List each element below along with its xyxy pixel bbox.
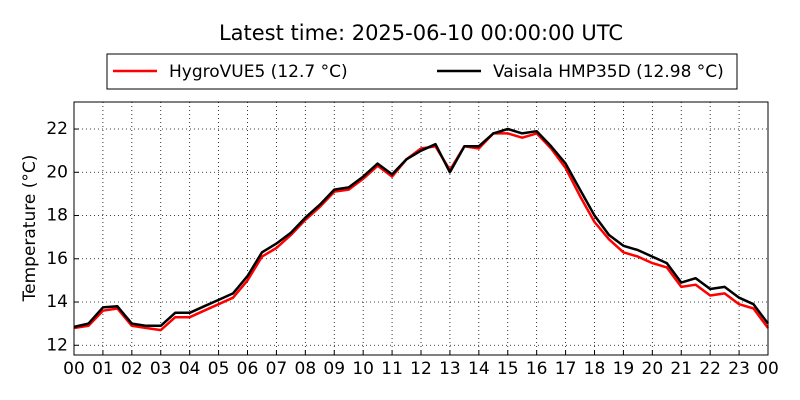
y-tick-label: 18 bbox=[46, 206, 68, 226]
x-tick-label: 14 bbox=[468, 359, 490, 379]
x-tick-label: 13 bbox=[439, 359, 461, 379]
x-tick-label: 03 bbox=[150, 359, 172, 379]
x-tick-label: 19 bbox=[613, 359, 635, 379]
x-tick-label: 23 bbox=[728, 359, 750, 379]
x-tick-label: 15 bbox=[497, 359, 519, 379]
y-tick-label: 16 bbox=[46, 249, 68, 269]
data-line bbox=[73, 127, 770, 329]
x-tick-label: 21 bbox=[670, 359, 692, 379]
y-tick-label: 20 bbox=[46, 162, 68, 182]
x-tick-label: 09 bbox=[323, 359, 345, 379]
y-tick-label: 12 bbox=[46, 335, 68, 355]
x-tick-label: 22 bbox=[699, 359, 721, 379]
x-tick-label: 05 bbox=[208, 359, 230, 379]
x-tick-label: 10 bbox=[352, 359, 374, 379]
x-tick-label: 08 bbox=[295, 359, 317, 379]
x-tick-label: 04 bbox=[179, 359, 201, 379]
x-tick-label: 00 bbox=[63, 359, 85, 379]
legend-label: Vaisala HMP35D (12.98 °C) bbox=[493, 62, 724, 82]
x-tick-label: 18 bbox=[584, 359, 606, 379]
x-tick-label: 16 bbox=[526, 359, 548, 379]
legend-box bbox=[106, 53, 738, 90]
y-tick-label: 22 bbox=[46, 119, 68, 139]
x-tick-label: 00 bbox=[757, 359, 779, 379]
x-tick-label: 06 bbox=[237, 359, 259, 379]
y-axis-label: Temperature (°C) bbox=[20, 155, 40, 303]
x-tick-label: 20 bbox=[642, 359, 664, 379]
y-tick-label: 14 bbox=[46, 292, 68, 312]
x-tick-label: 12 bbox=[410, 359, 432, 379]
x-tick-label: 17 bbox=[555, 359, 577, 379]
x-tick-label: 11 bbox=[381, 359, 403, 379]
plot-frame bbox=[73, 101, 769, 356]
x-tick-label: 07 bbox=[266, 359, 288, 379]
data-line bbox=[73, 132, 770, 332]
legend-label: HygroVUE5 (12.7 °C) bbox=[169, 62, 348, 82]
x-tick-label: 01 bbox=[92, 359, 114, 379]
x-tick-label: 02 bbox=[121, 359, 143, 379]
chart-title: Latest time: 2025-06-10 00:00:00 UTC bbox=[219, 21, 623, 45]
